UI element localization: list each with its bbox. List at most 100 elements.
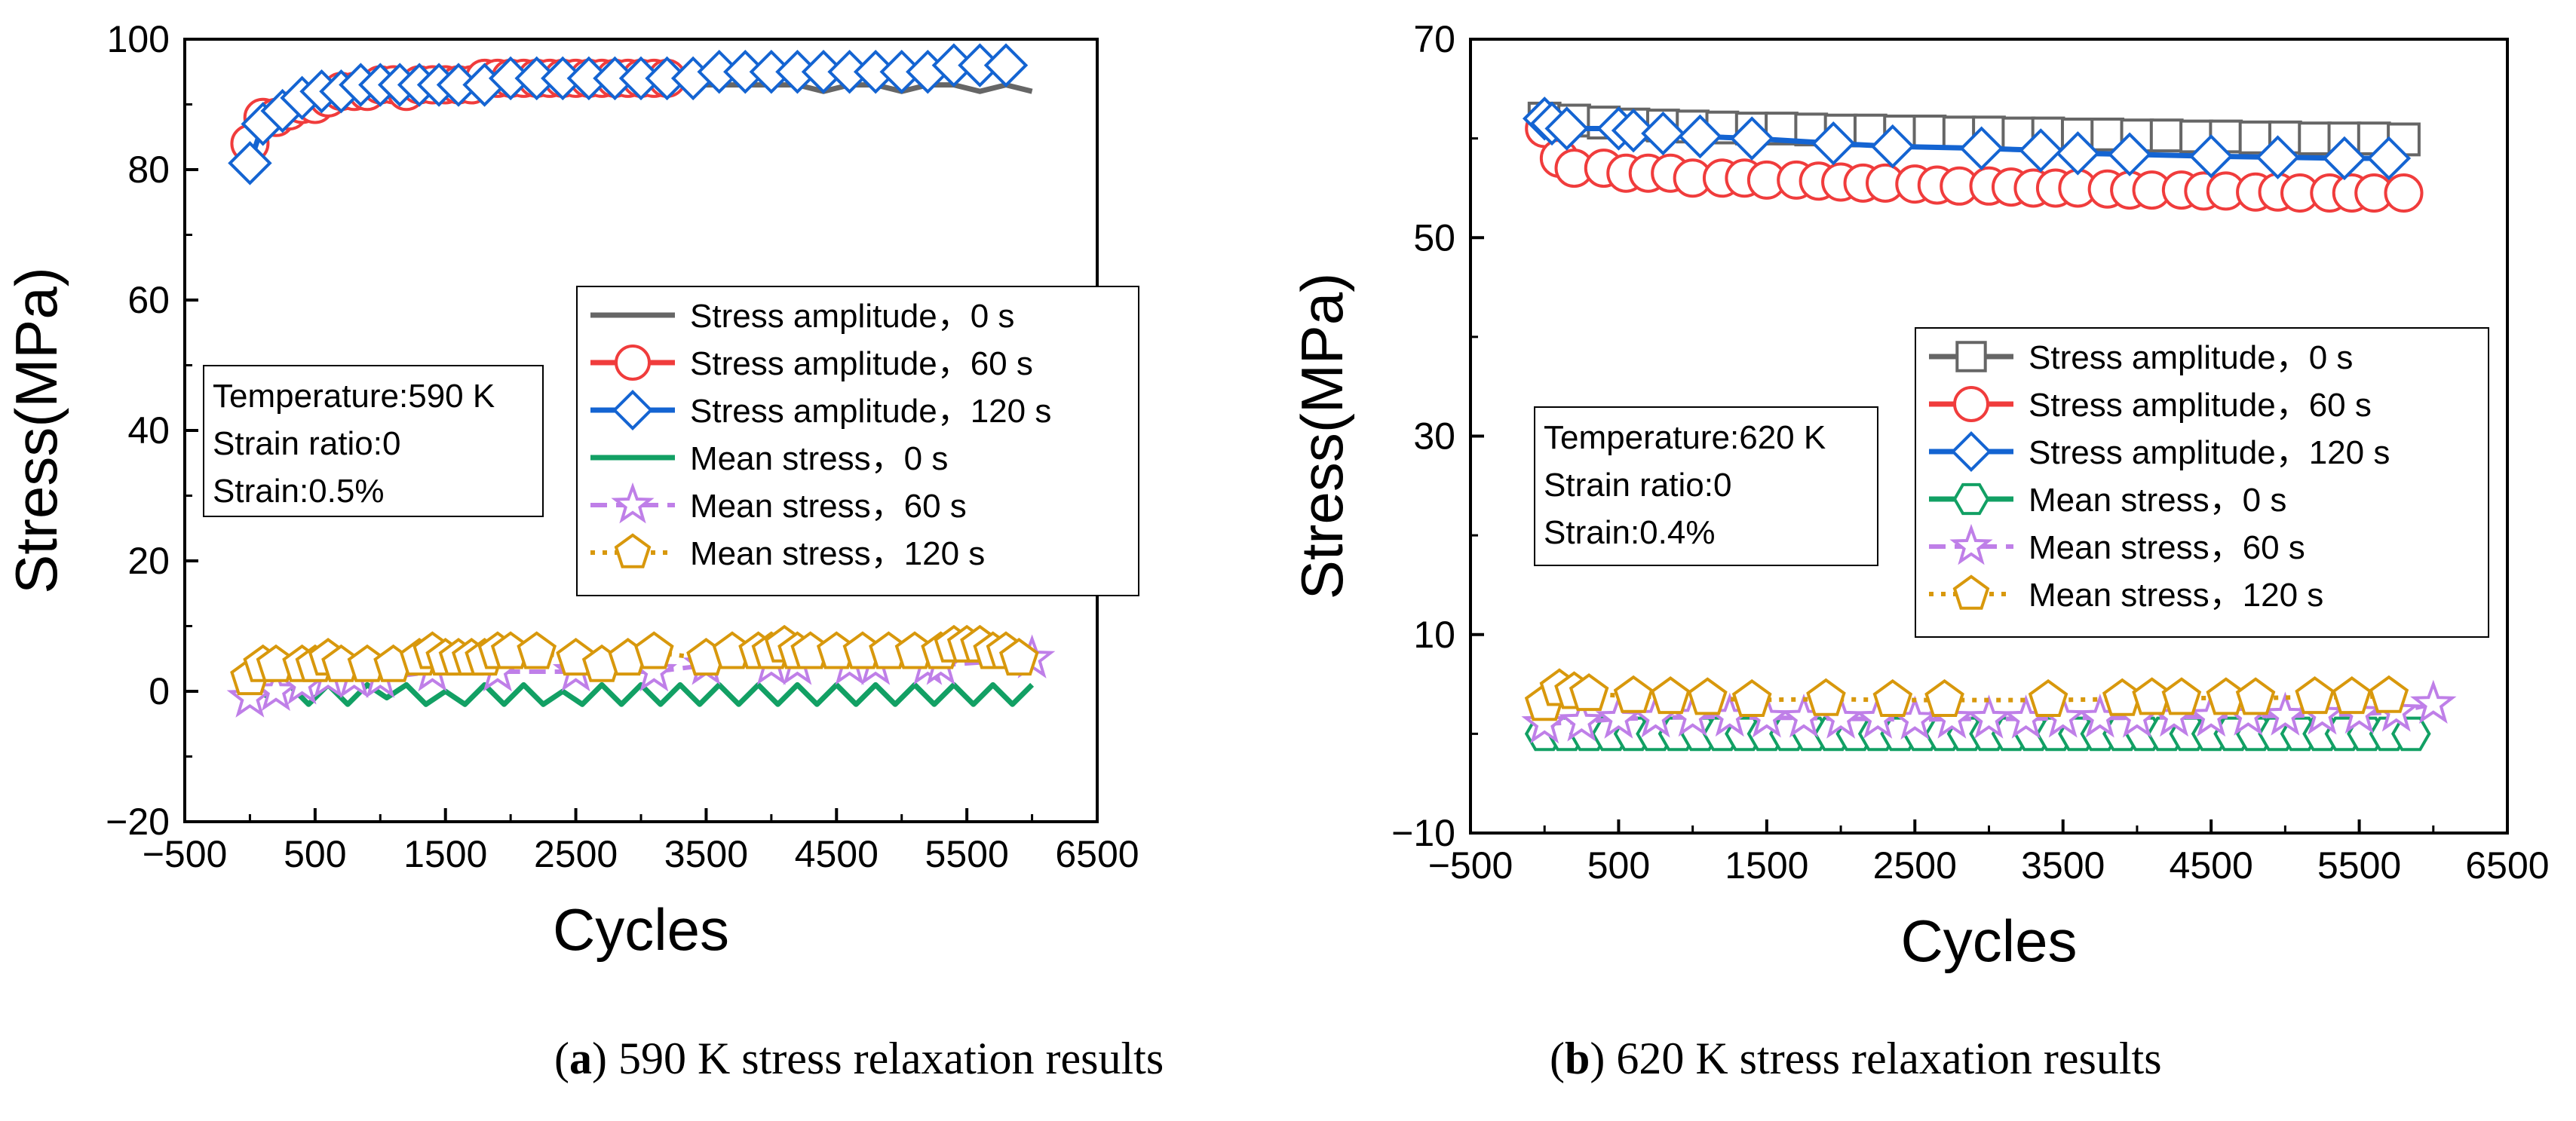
data-point [1544, 106, 1589, 151]
data-point [2298, 121, 2332, 156]
data-point [2390, 716, 2431, 752]
caption-b-text: 620 K stress relaxation results [1605, 1034, 2162, 1083]
data-point [2384, 173, 2424, 213]
y-tick-label: 10 [1413, 614, 1455, 656]
legend-marker [611, 482, 655, 524]
data-point [1924, 678, 1964, 717]
caption-a-letter: a [569, 1034, 592, 1083]
legend-label: Mean stress，0 s [690, 440, 948, 477]
legend-label: Mean stress，120 s [2029, 577, 2323, 614]
data-point [2019, 128, 2063, 173]
legend-label: Stress amplitude，0 s [690, 298, 1014, 335]
x-tick-label: 6500 [2465, 844, 2549, 887]
data-point [2188, 134, 2234, 179]
x-tick-label: 5500 [925, 833, 1009, 875]
legend-label: Mean stress，120 s [690, 535, 985, 572]
data-point [1872, 678, 1913, 717]
legend-marker [615, 345, 651, 381]
y-tick-label: 0 [149, 670, 170, 712]
x-tick-label: 500 [284, 833, 346, 875]
legend-box [576, 286, 1139, 596]
caption-a: (a) 590 K stress relaxation results [554, 1034, 1164, 1083]
legend-marker [1952, 482, 1990, 516]
data-point [998, 638, 1039, 676]
chart-b: −500 500 1500 2500 3500 4500 5500 6500 −10 10 30 50… [1289, 18, 2550, 974]
y-tick-label: 100 [107, 18, 170, 60]
x-tick-label: 5500 [2317, 844, 2401, 887]
data-point [2410, 679, 2457, 724]
chart-a: −500 500 1500 2500 3500 4500 5500 6500 −20 0 20 40 6… [3, 18, 1139, 963]
x-tick-label: −500 [143, 833, 228, 875]
data-point [1611, 108, 1656, 153]
x-axis-title: Cycles [553, 896, 729, 963]
data-point [1912, 115, 1947, 149]
info-line: Strain ratio:0 [1544, 467, 1731, 504]
x-tick-label: 4500 [795, 833, 879, 875]
data-point [1870, 124, 1915, 169]
series-line-3 [248, 681, 1035, 707]
x-tick-label: 1500 [403, 833, 487, 875]
legend-marker [614, 533, 652, 568]
y-axis-title: Stress(MPa) [1289, 273, 1355, 599]
x-tick-label: 1500 [1725, 844, 1808, 887]
y-tick-label: 30 [1413, 415, 1455, 458]
data-point [983, 43, 1029, 87]
y-tick-label: 50 [1413, 216, 1455, 259]
info-box [203, 365, 544, 517]
legend-marker [1955, 341, 1987, 372]
legend-label: Stress amplitude，0 s [2029, 339, 2353, 376]
data-point [633, 631, 674, 669]
legend-marker [1952, 574, 1990, 610]
caption-b: (b) 620 K stress relaxation results [1550, 1034, 2162, 1083]
x-tick-label: 500 [1587, 844, 1650, 887]
x-tick-label: 3500 [2021, 844, 2105, 887]
info-line: Strain:0.4% [1544, 514, 1715, 551]
data-point [1806, 678, 1846, 716]
y-tick-label: −10 [1391, 812, 1455, 854]
data-point [2235, 677, 2276, 715]
y-tick-label: 70 [1413, 18, 1455, 60]
data-point [228, 141, 272, 185]
y-tick-label: 20 [127, 540, 170, 582]
x-tick-label: −500 [1428, 844, 1513, 887]
legend-label: Mean stress，60 s [2029, 529, 2305, 566]
data-point [1687, 677, 1728, 715]
info-line: Temperature:590 K [213, 378, 495, 415]
x-tick-label: 2500 [1873, 844, 1957, 887]
data-point [1965, 694, 2013, 739]
data-point [2256, 135, 2300, 179]
legend-label: Mean stress，0 s [2029, 482, 2286, 519]
x-axis-title: Cycles [1900, 908, 2077, 974]
legend-marker [1950, 430, 1992, 473]
plot-area [1521, 96, 2457, 752]
data-point [2322, 136, 2367, 181]
data-point [2028, 678, 2068, 717]
data-point [1731, 678, 1772, 717]
data-point [2107, 132, 2152, 176]
info-box [1534, 406, 1878, 566]
data-point [1959, 126, 2004, 171]
x-tick-label: 6500 [1055, 833, 1139, 875]
info-line: Temperature:620 K [1544, 419, 1826, 456]
legend-marker [1949, 523, 1993, 565]
y-tick-label: −20 [106, 801, 170, 843]
data-point [1729, 116, 1774, 161]
x-tick-label: 2500 [534, 833, 618, 875]
legend-label: Stress amplitude，60 s [2029, 387, 2372, 424]
legend-label: Stress amplitude，60 s [690, 345, 1033, 382]
caption-a-text: 590 K stress relaxation results [606, 1034, 1164, 1083]
legend-label: Stress amplitude，120 s [690, 393, 1051, 430]
data-point [1613, 675, 1654, 713]
y-axis-title: Stress(MPa) [3, 267, 69, 593]
x-tick-label: 3500 [664, 833, 748, 875]
data-point [517, 631, 557, 669]
data-point [2161, 677, 2202, 715]
y-tick-label: 80 [127, 149, 170, 191]
plot-area [226, 43, 1056, 718]
data-point [2332, 676, 2372, 715]
legend-marker [612, 389, 654, 431]
data-point [1678, 114, 1722, 159]
legend-marker [1953, 386, 1989, 422]
y-tick-label: 40 [127, 409, 170, 452]
data-point [1641, 111, 1685, 156]
